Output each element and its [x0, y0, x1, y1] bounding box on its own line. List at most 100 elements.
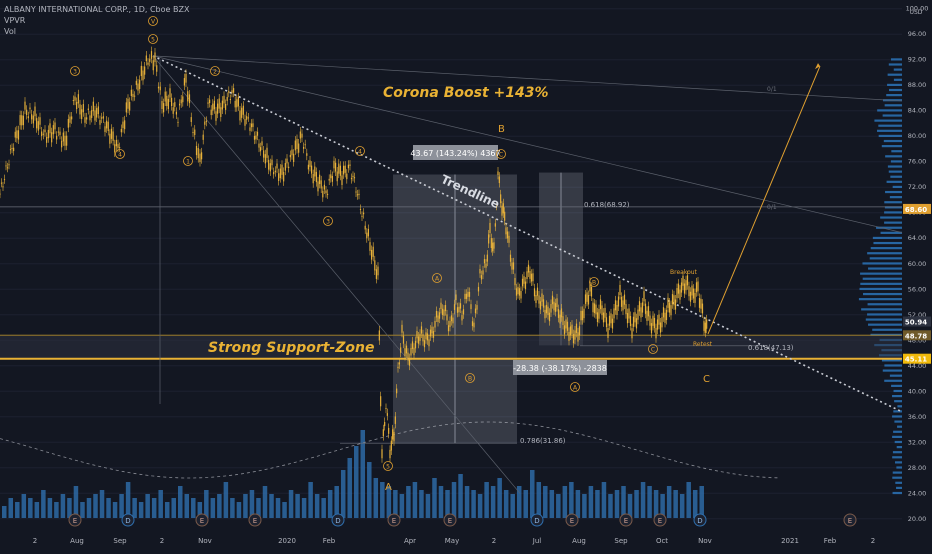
candle-body: [697, 281, 699, 292]
candle-body: [647, 306, 650, 317]
candle-body: [440, 302, 442, 310]
candle-body: [13, 147, 15, 152]
candle-body: [676, 288, 678, 299]
x-tick-label: Jul: [532, 537, 542, 545]
candle-body: [343, 165, 345, 175]
event-marker: [653, 513, 667, 527]
candle-body: [32, 115, 34, 124]
candle-body: [482, 270, 484, 275]
vpvr-bar: [872, 328, 902, 331]
candle-body: [509, 254, 512, 262]
candle-body: [323, 184, 325, 190]
candle-body: [617, 296, 620, 307]
candle-body: [501, 205, 503, 216]
candle-body: [431, 326, 433, 334]
candle-body: [225, 103, 227, 110]
volume-bar: [686, 482, 691, 518]
candle-body: [492, 242, 494, 252]
candle-body: [559, 314, 561, 324]
candle-body: [476, 305, 478, 310]
candle-body: [688, 286, 690, 297]
candle-body: [169, 88, 171, 98]
candle-body: [422, 334, 424, 342]
candle-body: [106, 120, 108, 129]
candle-body: [496, 205, 498, 207]
volume-bar: [601, 482, 607, 518]
volume-bar: [562, 486, 568, 518]
candle-body: [6, 167, 9, 169]
vpvr-bar: [880, 231, 902, 234]
x-tick-label: Aug: [70, 537, 84, 545]
candle-body: [374, 260, 376, 271]
candle-body: [31, 114, 33, 120]
vpvr-bar: [896, 466, 902, 469]
y-axis-bg: [902, 0, 932, 550]
candle-body: [649, 315, 651, 326]
candle-body: [185, 73, 187, 83]
candle-body: [593, 303, 596, 314]
event-marker-label: E: [570, 517, 574, 525]
vpvr-bar: [890, 160, 902, 163]
candle-body: [641, 302, 644, 313]
candle-body: [127, 98, 129, 109]
candle-body: [680, 282, 683, 293]
candle-body: [461, 315, 463, 321]
candle-body: [652, 315, 654, 326]
y-tick-label: 96.00: [908, 30, 927, 38]
candle-body: [529, 271, 531, 279]
x-tick-label: May: [445, 537, 459, 545]
candle-body: [307, 164, 309, 170]
indicator-vol[interactable]: Vol: [4, 27, 16, 36]
wave-circle-label: 3: [73, 69, 77, 76]
arrow-head: [815, 63, 820, 70]
candle-body: [303, 146, 305, 149]
candle-body: [199, 153, 201, 163]
candle-body: [450, 315, 453, 322]
candle-body: [335, 162, 337, 172]
event-marker: [619, 513, 633, 527]
candle-body: [646, 310, 648, 321]
wave-circle: [496, 149, 506, 159]
candle-body: [72, 100, 74, 102]
vpvr-bar: [884, 379, 902, 382]
candle-body: [94, 110, 96, 121]
volume-bar: [621, 486, 626, 518]
candle-body: [532, 273, 534, 282]
fib-label: 0.618(68.92): [584, 201, 630, 209]
candle-body: [135, 80, 137, 85]
wave-circle: [589, 277, 599, 287]
volume-bar: [73, 486, 79, 518]
candle-body: [320, 180, 322, 189]
volume-bar: [321, 498, 326, 518]
volume-bar: [523, 490, 528, 518]
x-tick-label: 2: [33, 537, 37, 545]
candle-body: [349, 164, 351, 166]
indicator-vpvr[interactable]: VPVR: [4, 16, 26, 25]
candle-body: [447, 325, 450, 332]
volume-bar: [588, 486, 594, 518]
candle-body: [661, 317, 663, 328]
candle-body: [694, 292, 696, 303]
candle-body: [21, 115, 23, 126]
vpvr-bar: [881, 359, 902, 362]
candle-body: [19, 115, 21, 126]
symbol-title[interactable]: ALBANY INTERNATIONAL CORP., 1D, Cboe BZX: [4, 5, 190, 14]
candle-body: [174, 102, 176, 107]
cycle-curve: [0, 421, 781, 479]
wave-circle-label: V: [151, 19, 156, 26]
candle-body: [547, 306, 549, 316]
candle-body: [145, 55, 147, 62]
candle-body: [152, 60, 154, 71]
candle-body: [490, 238, 492, 249]
wave-circle: [648, 344, 658, 354]
y-tick-label: 24.00: [908, 489, 927, 497]
candle-body: [8, 164, 10, 166]
candle-body: [119, 147, 121, 149]
volume-bar: [282, 502, 287, 518]
candle-body: [99, 120, 101, 125]
volume-bar: [204, 490, 209, 518]
vpvr-bar: [883, 139, 902, 143]
candle-body: [575, 323, 578, 333]
